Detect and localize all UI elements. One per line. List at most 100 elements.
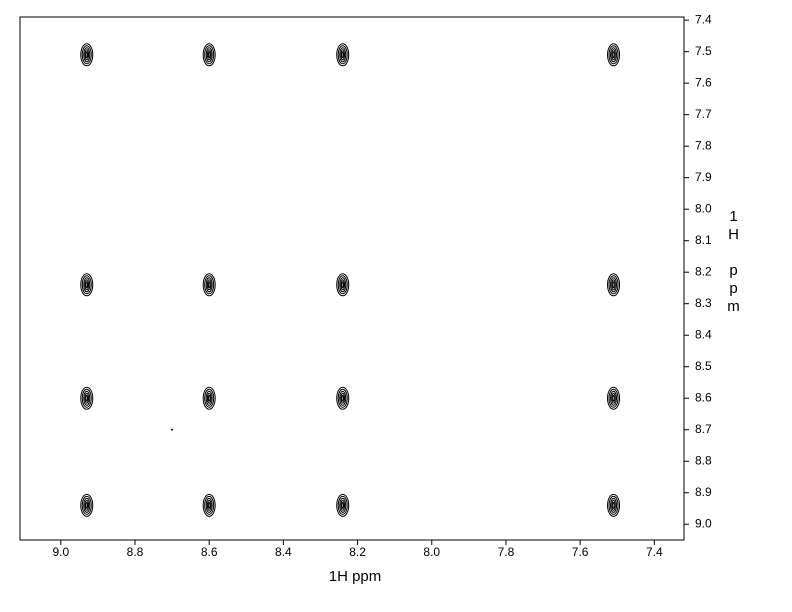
- peak: [202, 386, 216, 410]
- contour-line: [337, 495, 348, 515]
- contour-line: [608, 388, 619, 408]
- plot-frame: [19, 16, 685, 541]
- contour-line: [336, 493, 350, 517]
- peak: [607, 273, 621, 297]
- contour-line: [337, 45, 348, 65]
- contour-line: [84, 49, 90, 61]
- peak: [607, 43, 621, 67]
- peak: [336, 493, 350, 517]
- contour-line: [611, 499, 616, 511]
- contour-line: [204, 388, 215, 408]
- contour-line: [607, 386, 621, 410]
- y-tick-label: 7.7: [695, 107, 712, 121]
- x-tick-label: 8.4: [275, 545, 292, 559]
- contour-line: [608, 495, 619, 515]
- contour-line: [80, 493, 94, 517]
- contour-line: [81, 495, 92, 515]
- peak: [80, 386, 94, 410]
- peak: [607, 493, 621, 517]
- peak: [80, 273, 94, 297]
- contour-line: [610, 390, 618, 406]
- contour-line: [206, 499, 212, 511]
- x-tick-label: 8.2: [349, 545, 366, 559]
- y-tick-label: 8.4: [695, 327, 712, 341]
- contour-line: [204, 495, 215, 515]
- contour-line: [339, 47, 347, 63]
- x-tick-label: 8.6: [201, 545, 218, 559]
- contour-line: [612, 501, 615, 509]
- contour-line: [340, 392, 346, 404]
- contour-line: [207, 394, 211, 402]
- contour-line: [204, 275, 215, 295]
- contour-line: [611, 49, 616, 61]
- contour-line: [85, 51, 89, 59]
- contour-line: [202, 386, 216, 410]
- contour-line: [206, 279, 212, 291]
- contour-line: [612, 394, 615, 402]
- contour-line: [83, 277, 91, 293]
- peak: [336, 386, 350, 410]
- contour-line: [611, 279, 616, 291]
- contour-line: [610, 277, 618, 293]
- contour-line: [202, 493, 216, 517]
- contour-line: [341, 51, 345, 59]
- y-tick-label: 8.7: [695, 422, 712, 436]
- contour-line: [85, 394, 89, 402]
- x-tick-label: 8.0: [423, 545, 440, 559]
- contour-line: [336, 386, 350, 410]
- contour-line: [80, 386, 94, 410]
- contour-line: [84, 392, 90, 404]
- contour-line: [202, 273, 216, 297]
- peak: [171, 428, 174, 431]
- peak: [202, 273, 216, 297]
- y-axis-label: 1H ppm: [725, 208, 742, 316]
- y-tick-label: 7.9: [695, 170, 712, 184]
- contour-line: [610, 47, 618, 63]
- y-tick-label: 9.0: [695, 516, 712, 530]
- y-tick-label: 7.6: [695, 75, 712, 89]
- contour-line: [205, 47, 213, 63]
- contour-line: [341, 281, 345, 289]
- peak: [336, 43, 350, 67]
- y-tick-label: 7.8: [695, 138, 712, 152]
- contour-line: [336, 273, 350, 297]
- contour-line: [337, 275, 348, 295]
- y-tick-label: 7.5: [695, 44, 712, 58]
- contour-line: [607, 493, 621, 517]
- contour-line: [341, 394, 345, 402]
- x-tick-label: 9.0: [52, 545, 69, 559]
- x-tick-label: 7.6: [572, 545, 589, 559]
- contour-line: [81, 388, 92, 408]
- y-tick-label: 8.9: [695, 485, 712, 499]
- peak: [80, 493, 94, 517]
- x-tick-label: 7.8: [498, 545, 515, 559]
- contour-line: [612, 281, 615, 289]
- y-tick-label: 8.6: [695, 390, 712, 404]
- y-tick-label: 8.1: [695, 233, 712, 247]
- y-tick-label: 8.2: [695, 264, 712, 278]
- contour-line: [84, 499, 90, 511]
- y-tick-label: 8.0: [695, 201, 712, 215]
- contour-line: [83, 390, 91, 406]
- contour-line: [607, 273, 621, 297]
- contour-line: [206, 392, 212, 404]
- contour-line: [207, 501, 211, 509]
- x-tick-label: 8.8: [127, 545, 144, 559]
- contour-line: [80, 43, 94, 67]
- contour-line: [84, 279, 90, 291]
- contour-line: [204, 45, 215, 65]
- contour-line: [337, 388, 348, 408]
- contour-line: [85, 501, 89, 509]
- contour-line: [206, 49, 212, 61]
- contour-line: [612, 51, 615, 59]
- contour-line: [205, 277, 213, 293]
- contour-line: [202, 43, 216, 67]
- contour-line: [81, 275, 92, 295]
- contour-line: [339, 497, 347, 513]
- contour-line: [207, 51, 211, 59]
- contour-line: [340, 49, 346, 61]
- contour-line: [336, 43, 350, 67]
- y-tick-label: 8.5: [695, 359, 712, 373]
- contour-line: [341, 501, 345, 509]
